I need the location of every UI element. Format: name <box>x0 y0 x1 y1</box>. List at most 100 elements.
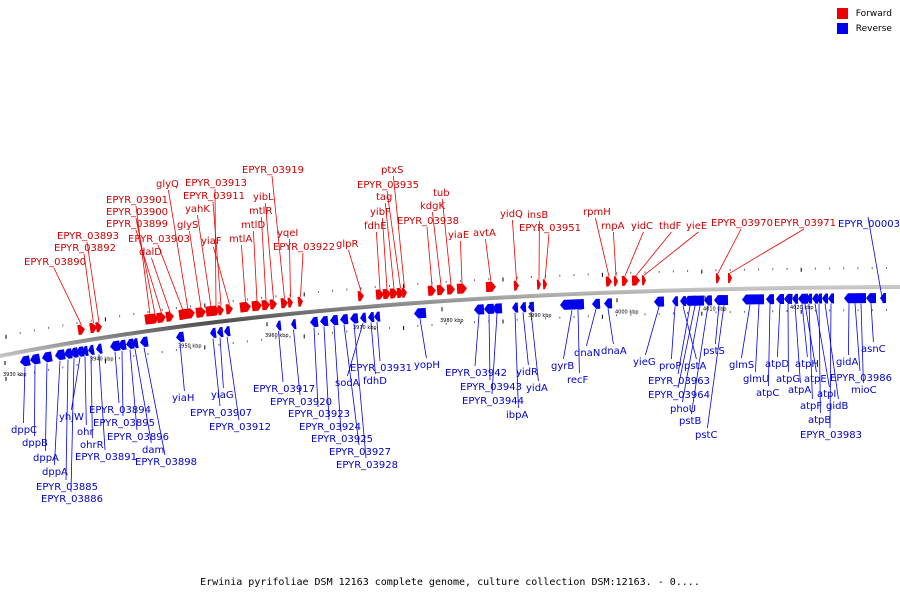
reverse-leader-line <box>114 351 120 404</box>
reverse-gene-label: EPYR_03895 <box>93 418 155 429</box>
reverse-gene-epyr-03917 <box>276 320 282 331</box>
reverse-leader-line <box>870 303 874 343</box>
forward-gene-ptxs <box>401 287 407 298</box>
reverse-gene-epyr-03907 <box>210 327 217 338</box>
reverse-gene-ibpa <box>512 302 519 313</box>
reverse-gene-yidr <box>520 302 527 313</box>
reverse-gene-label: EPYR_03925 <box>311 434 373 445</box>
reverse-gene-label: EPYR_03923 <box>288 409 350 420</box>
reverse-gene-label: sodA <box>335 378 360 389</box>
reverse-leader-line <box>134 348 152 444</box>
reverse-gene-label: asnC <box>861 344 886 355</box>
legend: Forward Reverse <box>836 6 892 36</box>
figure-caption: Erwinia pyrifoliae DSM 12163 complete ge… <box>200 577 700 588</box>
label-leader-lines <box>23 175 884 493</box>
reverse-gene-label: mioC <box>851 385 877 396</box>
forward-gene-label: glpR <box>336 239 358 250</box>
forward-gene-glys <box>195 307 206 318</box>
reverse-gene-atpf <box>806 293 813 304</box>
legend-reverse-swatch <box>836 23 848 34</box>
reverse-gene-label: dppB <box>22 438 48 449</box>
reverse-gene-atpb <box>816 293 823 304</box>
reverse-gene-epyr-03895 <box>118 339 127 351</box>
reverse-leader-line <box>474 314 480 367</box>
reverse-leader-line <box>65 359 69 481</box>
reverse-leader-line <box>867 216 884 304</box>
reverse-leader-line <box>671 306 676 360</box>
legend-forward: Forward <box>836 6 892 21</box>
forward-gene-epyr-03919 <box>280 298 288 309</box>
forward-gene-label: EPYR_03892 <box>54 243 116 254</box>
tick-marks <box>5 267 887 381</box>
reverse-leader-line <box>854 303 861 372</box>
forward-gene-label: thdF <box>659 221 682 232</box>
reverse-gene-phou <box>696 295 705 306</box>
reverse-leader-line <box>98 354 106 451</box>
reverse-gene-label: atpE <box>804 374 827 385</box>
forward-gene-label: yidC <box>631 221 653 232</box>
scale-label: 4000 kbp <box>615 309 639 315</box>
reverse-gene-label: ibpA <box>506 410 528 421</box>
reverse-gene-label: pstC <box>695 430 717 441</box>
reverse-leader-line <box>313 327 319 408</box>
reverse-leader-line <box>808 303 813 400</box>
reverse-gene-dppa <box>42 351 53 363</box>
forward-leader-line <box>83 253 94 324</box>
reverse-leader-line <box>563 310 573 360</box>
reverse-leader-line <box>715 305 720 345</box>
forward-gene-yqei <box>287 297 293 308</box>
forward-gene-label: EPYR_03913 <box>185 178 247 189</box>
reverse-gene-label: EPYR_03986 <box>830 373 892 384</box>
forward-gene-label: EPYR_03922 <box>273 242 335 253</box>
reverse-leader-line <box>212 338 221 407</box>
reverse-gene-atpe <box>802 293 809 304</box>
forward-leader-line <box>512 219 517 281</box>
forward-leader-line <box>197 214 212 307</box>
reverse-leader-line <box>829 303 832 429</box>
forward-leader-line <box>376 231 381 290</box>
reverse-leader-line <box>90 355 93 439</box>
forward-gene-label: tag <box>376 192 392 203</box>
reverse-leader-line <box>71 357 81 411</box>
forward-gene-label: EPYR_03901 <box>106 195 168 206</box>
reverse-gene-epyr-03931 <box>374 311 381 322</box>
reverse-gene-label: yieG <box>633 357 656 368</box>
reverse-leader-line <box>768 304 771 387</box>
forward-gene-label: yidQ <box>500 209 523 220</box>
reverse-gene-fdhd <box>368 311 375 323</box>
scale-label: 3960 kbp <box>265 333 289 339</box>
forward-leader-line <box>241 244 246 303</box>
reverse-gene-label: yopH <box>414 360 440 371</box>
reverse-gene-yieg <box>654 296 665 307</box>
reverse-leader-line <box>645 306 660 356</box>
forward-leader-line <box>253 230 258 302</box>
reverse-gene-label: glmU <box>743 374 769 385</box>
reverse-leader-line <box>419 318 427 359</box>
reverse-gene-pstc <box>720 294 729 306</box>
forward-gene-label: avtA <box>473 228 496 239</box>
reverse-gene-label: atpD <box>765 359 789 370</box>
forward-gene-fdhe <box>375 289 384 300</box>
reverse-leader-line <box>818 303 821 414</box>
forward-gene-label: yibL <box>253 192 274 203</box>
forward-leader-line <box>460 240 463 284</box>
reverse-leader-line <box>179 342 185 392</box>
reverse-gene-label: EPYR_03944 <box>462 396 524 407</box>
forward-gene-tub <box>446 284 455 295</box>
reverse-gene-epyr-00003 <box>880 293 887 304</box>
reverse-gene-dnaa <box>604 298 613 309</box>
forward-leader-line <box>135 229 162 314</box>
reverse-gene-label: EPYR_03942 <box>445 368 507 379</box>
reverse-gene-atpg <box>784 293 793 304</box>
forward-gene-label: EPYR_03900 <box>106 207 168 218</box>
forward-gene-epyr-03935 <box>396 287 404 299</box>
reverse-gene-label: EPYR_03920 <box>270 397 332 408</box>
reverse-gene-label: pstB <box>679 416 701 427</box>
reverse-gene-recf <box>574 299 583 310</box>
forward-leader-line <box>485 238 492 283</box>
forward-leader-line <box>213 246 230 305</box>
reverse-gene-label: phoU <box>670 404 696 415</box>
reverse-leader-line <box>530 311 539 382</box>
reverse-leader-line <box>54 360 61 466</box>
reverse-leader-line <box>801 303 808 358</box>
